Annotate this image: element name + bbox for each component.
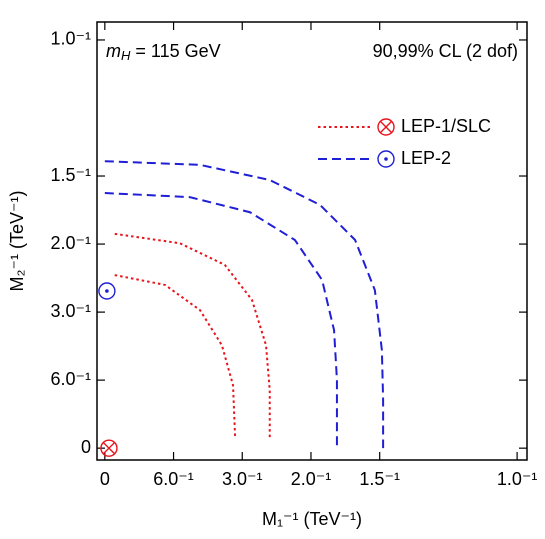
annotation-sub: H bbox=[121, 48, 131, 63]
marker-dot bbox=[384, 157, 388, 161]
x-tick-label: 2.0⁻¹ bbox=[291, 469, 332, 489]
marker-dot bbox=[105, 289, 109, 293]
marker-ring bbox=[377, 118, 395, 136]
legend-label: LEP-2 bbox=[401, 148, 451, 168]
y-tick-label: 2.0⁻¹ bbox=[50, 233, 91, 253]
contour-line bbox=[114, 274, 237, 438]
mass-annotation: mH = 115 GeV bbox=[106, 41, 221, 64]
marker bbox=[98, 282, 116, 300]
x-tick-label: 0 bbox=[100, 469, 110, 489]
contour-line bbox=[104, 192, 338, 449]
x-tick-label: 1.5⁻¹ bbox=[359, 469, 400, 489]
marker bbox=[100, 439, 118, 457]
x-tick-label: 6.0⁻¹ bbox=[153, 469, 194, 489]
y-tick-label: 0 bbox=[81, 437, 91, 457]
x-tick-label: 3.0⁻¹ bbox=[222, 469, 263, 489]
contour-line bbox=[114, 232, 271, 438]
marker-cross bbox=[379, 120, 393, 134]
marker-cross bbox=[102, 442, 116, 455]
y-tick-label: 1.0⁻¹ bbox=[50, 29, 91, 49]
y-tick-label: 3.0⁻¹ bbox=[50, 301, 91, 321]
x-tick-label: 1.0⁻¹ bbox=[497, 469, 538, 489]
y-tick-label: 1.5⁻¹ bbox=[50, 165, 91, 185]
marker bbox=[377, 118, 395, 136]
marker-ring bbox=[100, 439, 118, 457]
cl-annotation: 90,99% CL (2 dof) bbox=[373, 41, 518, 61]
y-axis-label: M₂⁻¹ (TeV⁻¹) bbox=[7, 191, 27, 292]
marker-ring bbox=[98, 282, 116, 300]
x-axis-label: M₁⁻¹ (TeV⁻¹) bbox=[262, 509, 362, 529]
legend-label: LEP-1/SLC bbox=[401, 116, 491, 136]
annotation-part: = 115 GeV bbox=[130, 41, 220, 61]
annotation-part: m bbox=[106, 41, 121, 61]
contour-line bbox=[104, 160, 385, 449]
plot-frame bbox=[96, 21, 528, 461]
marker bbox=[377, 150, 395, 168]
y-tick-label: 6.0⁻¹ bbox=[50, 369, 91, 389]
marker-ring bbox=[377, 150, 395, 168]
